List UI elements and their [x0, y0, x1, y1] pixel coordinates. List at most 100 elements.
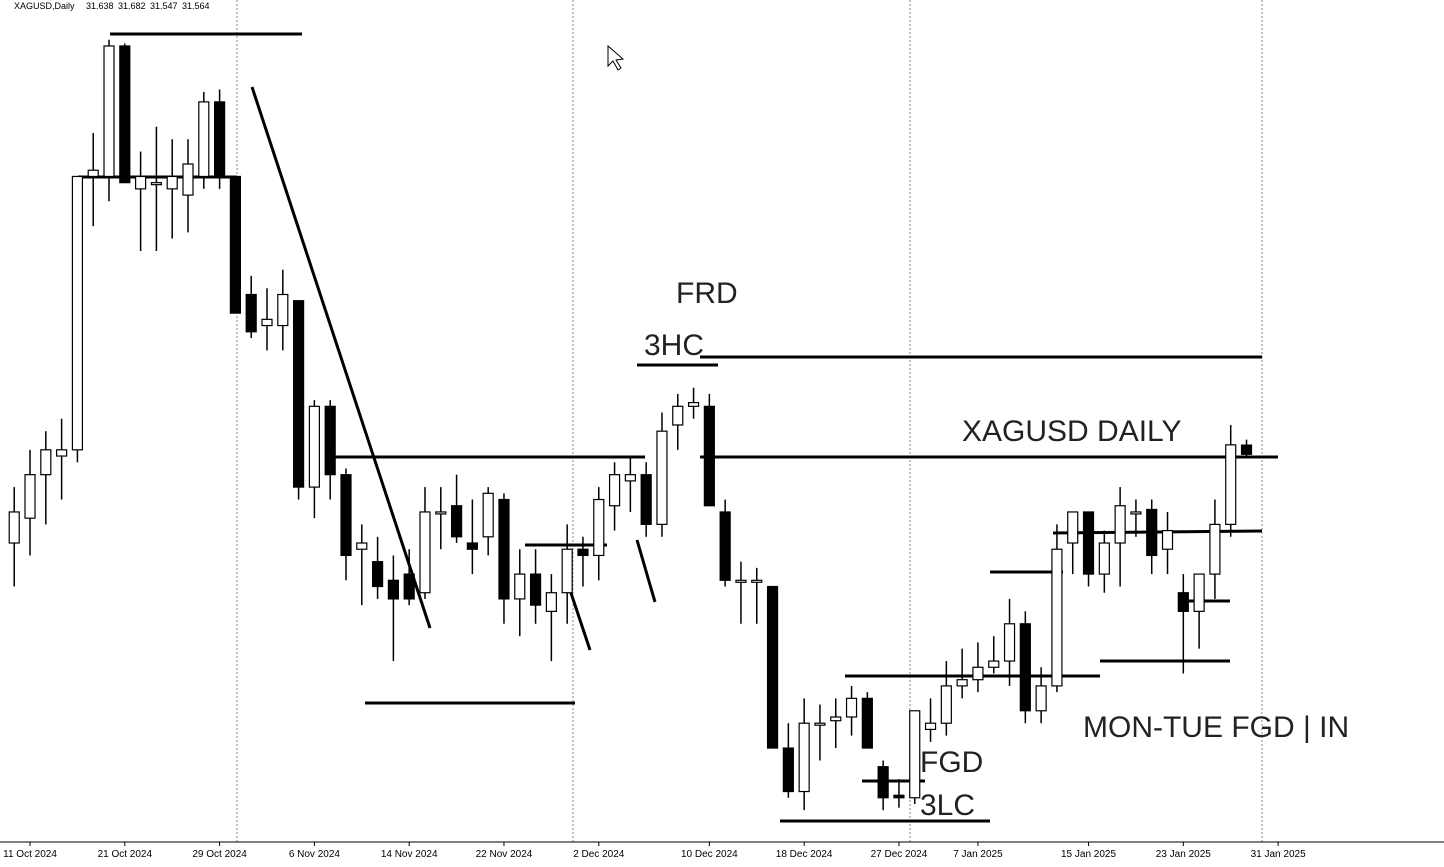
annotation: FGD [920, 746, 983, 779]
candle-body [1240, 444, 1253, 455]
candle-body [324, 405, 336, 476]
x-tick-label: 11 Oct 2024 [3, 849, 57, 860]
candle-body [593, 498, 605, 557]
candle-body [277, 293, 289, 327]
candle-body [1209, 523, 1221, 575]
annotation: 3LC [920, 789, 975, 822]
candle-body [529, 573, 542, 606]
candle-body [182, 163, 194, 196]
candle-body [466, 542, 478, 550]
x-tick-label: 6 Nov 2024 [289, 849, 341, 860]
candle-body [577, 548, 589, 557]
candle-body [450, 505, 463, 538]
annotation: FRD [676, 277, 738, 310]
candle-body [940, 685, 952, 724]
candle-body [656, 430, 668, 525]
candle-body [71, 175, 84, 451]
candle-body [229, 175, 242, 314]
ohlc-high: 31.682 [118, 1, 146, 11]
candle-body [830, 716, 842, 722]
candle-body [893, 794, 905, 799]
candle-body [498, 498, 510, 600]
candle-body [861, 697, 873, 749]
candle-body [924, 722, 937, 731]
candle-body [640, 474, 652, 525]
candle-body [435, 511, 447, 515]
candle-body [1019, 623, 1031, 712]
candle-body [561, 548, 573, 594]
candle-body [1067, 511, 1079, 544]
plot [8, 39, 1253, 811]
x-tick-label: 18 Dec 2024 [776, 849, 833, 860]
x-tick-label: 29 Oct 2024 [192, 849, 247, 860]
candle-body [1130, 511, 1142, 515]
candle-body [1225, 444, 1237, 525]
candle-body [292, 300, 305, 488]
candle-body [24, 474, 36, 519]
candle-body [40, 449, 52, 476]
x-tick-label: 27 Dec 2024 [871, 849, 928, 860]
candle-body [340, 474, 352, 557]
candle-body [514, 573, 526, 600]
candle-body [608, 474, 621, 507]
x-tick-label: 7 Jan 2025 [953, 849, 1003, 860]
x-axis-labels: 11 Oct 2024 21 Oct 2024 29 Oct 2024 6 Nov 2… [3, 842, 1306, 860]
mouse-cursor [607, 44, 625, 71]
ohlc-open: 31.638 [86, 1, 114, 11]
candle-body [150, 182, 163, 186]
ohlc-close: 31.564 [182, 1, 210, 11]
candle-body [956, 679, 968, 687]
candle-body [845, 697, 858, 718]
candle-body [1082, 511, 1095, 575]
candle-body [56, 449, 68, 457]
annotation: MON-TUE FGD | IN [1083, 711, 1349, 744]
candle-body [356, 542, 368, 550]
candle-body [814, 722, 826, 726]
candle-body [988, 660, 1000, 668]
x-tick-label: 2 Dec 2024 [573, 849, 625, 860]
candle-body [135, 175, 147, 190]
x-tick-label: 21 Oct 2024 [98, 849, 153, 860]
candle-body [877, 766, 889, 799]
annotation: XAGUSD DAILY [962, 415, 1182, 448]
candle-body [687, 402, 700, 407]
x-tick-label: 31 Jan 2025 [1251, 849, 1306, 860]
candle-body [87, 169, 99, 178]
candle-body [245, 293, 257, 333]
candle-body [1161, 529, 1174, 550]
x-tick-label: 14 Nov 2024 [381, 849, 438, 860]
candle-body [766, 585, 779, 749]
candle-body [119, 45, 131, 184]
candle-body [1177, 592, 1189, 612]
chart-title: XAGUSD,Daily [14, 1, 75, 11]
candle-body [1035, 685, 1047, 712]
candle-body [166, 175, 178, 190]
candle-body [371, 561, 384, 588]
candle-body [1193, 573, 1205, 612]
candle-body [387, 579, 399, 600]
candle-body [482, 492, 494, 538]
x-tick-label: 22 Nov 2024 [476, 849, 533, 860]
annotation: 3HC [644, 329, 704, 362]
candle-body [972, 666, 984, 681]
candle-body [419, 511, 431, 594]
ohlc-low: 31.547 [150, 1, 178, 11]
candle-body [1051, 548, 1063, 687]
candle-body [214, 101, 226, 178]
candle-body [624, 474, 636, 482]
candle-body [545, 592, 557, 612]
candle-body [798, 722, 810, 793]
candle-body [782, 747, 794, 793]
candle-body [909, 710, 921, 799]
candle-body [308, 405, 320, 488]
candle-body [751, 579, 763, 583]
candle-body [672, 405, 684, 426]
candle-body [703, 405, 715, 507]
candle-body [261, 318, 273, 327]
candle-body [1003, 623, 1016, 662]
candle-body [735, 579, 747, 583]
candle-body [403, 573, 415, 600]
candle-body [1098, 542, 1110, 575]
candle-body [1114, 505, 1126, 544]
